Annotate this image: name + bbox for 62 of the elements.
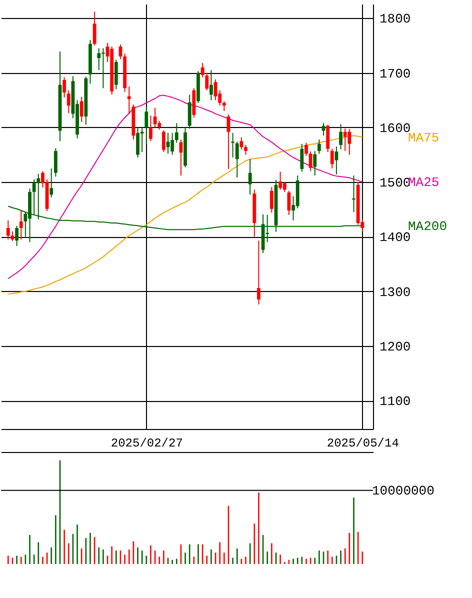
text: MA25 [408, 175, 440, 190]
candlestick [300, 143, 304, 172]
y-tick-label: 1700 [380, 66, 411, 82]
candlestick [304, 142, 308, 156]
candlestick [80, 96, 84, 122]
candlestick [188, 94, 192, 130]
candlestick [282, 182, 286, 192]
candlestick [244, 144, 248, 156]
candlestick [352, 175, 356, 213]
candlestick [287, 190, 291, 216]
y-tick-label: 1800 [380, 12, 411, 27]
candlestick [62, 76, 66, 98]
candlestick [231, 132, 234, 158]
candlestick [343, 128, 347, 152]
candlestick [92, 11, 96, 46]
line-series [8, 94, 363, 280]
y-tick-label: 1500 [380, 176, 411, 191]
candlestick [240, 136, 244, 150]
candlestick [174, 122, 178, 144]
candlestick [127, 86, 131, 114]
candlestick [19, 210, 23, 240]
candlestick [270, 186, 274, 214]
candlestick [222, 100, 226, 112]
candlestick [6, 220, 10, 240]
candlestick [278, 171, 282, 190]
candlestick [235, 141, 239, 178]
candlestick [144, 106, 148, 144]
candlestick [257, 240, 260, 305]
candlestick [248, 158, 252, 196]
candlestick [170, 132, 174, 156]
y-tick-label: 1400 [380, 230, 411, 246]
candlestick [54, 148, 58, 178]
text: MA75 [408, 130, 440, 146]
candlestick [149, 114, 152, 142]
candlestick [339, 124, 342, 150]
candlestick [308, 150, 312, 172]
candlestick [317, 138, 321, 154]
y-tick-label: 1300 [380, 284, 411, 300]
y-tick-label: 1200 [380, 339, 411, 354]
candlestick [162, 130, 166, 153]
x-tick-label: 2025/02/27 [110, 436, 183, 450]
candlestick [214, 78, 218, 101]
candlestick [330, 148, 334, 169]
candlestick [101, 48, 105, 89]
candlestick [118, 44, 122, 60]
candlestick [15, 225, 18, 246]
annotation: 10000000 [372, 483, 434, 498]
candlestick [66, 90, 70, 114]
y-tick-label: 1100 [380, 394, 411, 410]
candlestick [50, 168, 54, 198]
candlestick [200, 62, 204, 78]
candlestick [140, 126, 144, 153]
candlestick [326, 124, 330, 153]
candlestick [97, 48, 101, 71]
candlestick [313, 150, 317, 176]
candlestick [348, 128, 352, 156]
x-tick-label: 2025/05/14 [326, 436, 399, 450]
candlestick [114, 59, 118, 90]
candlestick [10, 230, 14, 242]
text: MA200 [408, 218, 448, 234]
candlestick [205, 72, 209, 91]
candlestick [209, 70, 213, 101]
